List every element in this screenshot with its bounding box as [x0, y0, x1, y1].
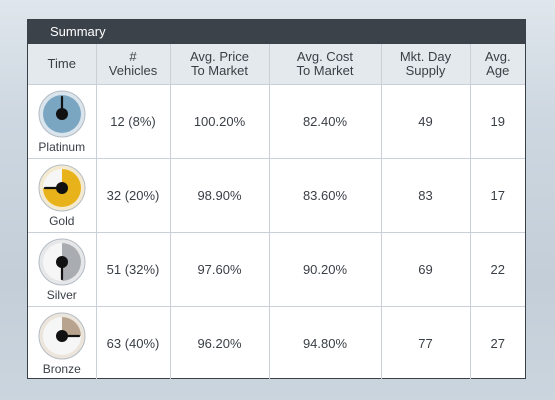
table-row[interactable]: Silver 51 (32%) 97.60% 90.20% 69 22 — [28, 232, 525, 307]
table-row[interactable]: Bronze 63 (40%) 96.20% 94.80% 77 27 — [28, 306, 525, 380]
vehicles-cell: 63 (40%) — [96, 306, 171, 380]
column-header-cost-to-market[interactable]: Avg. Cost To Market — [269, 44, 382, 85]
panel-title: Summary — [28, 20, 525, 44]
price-to-market-cell: 97.60% — [170, 232, 270, 307]
tier-cell: Platinum — [28, 84, 97, 159]
column-header-price-to-market[interactable]: Avg. Price To Market — [170, 44, 270, 85]
cost-to-market-cell: 90.20% — [269, 232, 382, 307]
avg-age-cell: 17 — [470, 158, 525, 233]
cost-to-market-cell: 94.80% — [269, 306, 382, 380]
column-header-avg-age[interactable]: Avg. Age — [470, 44, 525, 85]
tier-label: Bronze — [42, 362, 81, 376]
column-header-label: Mkt. Day Supply — [399, 49, 452, 78]
day-supply-cell: 77 — [381, 306, 471, 380]
column-header-label: Avg. Price To Market — [189, 49, 249, 78]
tier-dial-icon — [38, 238, 86, 286]
table-header-row: Time # Vehicles Avg. Price To Market Avg… — [28, 44, 525, 85]
tier-cell: Gold — [28, 158, 97, 233]
column-header-day-supply[interactable]: Mkt. Day Supply — [381, 44, 471, 85]
day-supply-cell: 49 — [381, 84, 471, 159]
tier-dial-icon — [38, 164, 86, 212]
column-header-label: Avg. Age — [484, 49, 511, 78]
column-header-vehicles[interactable]: # Vehicles — [96, 44, 171, 85]
avg-age-cell: 19 — [470, 84, 525, 159]
vehicles-cell: 12 (8%) — [96, 84, 171, 159]
price-to-market-cell: 98.90% — [170, 158, 270, 233]
tier-label: Platinum — [38, 140, 86, 154]
summary-panel: Summary Time # Vehicles Avg. Price To Ma… — [27, 19, 526, 380]
summary-table: Time # Vehicles Avg. Price To Market Avg… — [28, 44, 525, 380]
day-supply-cell: 83 — [381, 158, 471, 233]
avg-age-cell: 27 — [490, 336, 505, 351]
tier-dial-icon — [38, 90, 86, 138]
table-row[interactable]: Gold 32 (20%) 98.90% 83.60% 83 17 — [28, 158, 525, 233]
column-header-time[interactable]: Time — [28, 44, 97, 85]
price-to-market-cell: 96.20% — [170, 306, 270, 380]
column-header-label: Avg. Cost To Market — [296, 49, 354, 78]
cost-to-market-cell: 82.40% — [269, 84, 382, 159]
vehicles-cell: 32 (20%) — [96, 158, 171, 233]
cost-to-market-cell: 83.60% — [269, 158, 382, 233]
avg-age-cell: 22 — [470, 232, 525, 307]
tier-cell: Bronze — [28, 306, 97, 380]
column-header-label: Time — [47, 56, 76, 71]
day-supply-cell: 69 — [381, 232, 471, 307]
column-header-label: # Vehicles — [108, 49, 158, 78]
tier-label: Gold — [49, 214, 75, 228]
tier-cell: Silver — [28, 232, 97, 307]
table-row[interactable]: Platinum 12 (8%) 100.20% 82.40% 49 19 — [28, 84, 525, 159]
tier-label: Silver — [46, 288, 77, 302]
tier-dial-icon — [38, 312, 86, 360]
vehicles-cell: 51 (32%) — [96, 232, 171, 307]
price-to-market-cell: 100.20% — [170, 84, 270, 159]
